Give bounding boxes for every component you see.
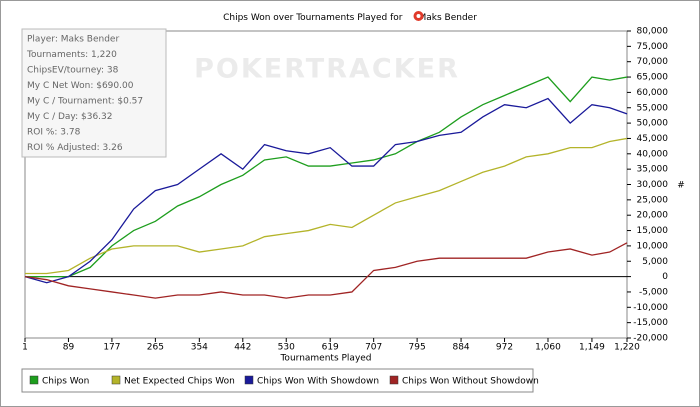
- legend-swatch: [244, 375, 254, 385]
- y-tick-label: 35,000: [637, 165, 669, 175]
- y-tick-label: 20,000: [637, 211, 669, 221]
- player-icon-center: [416, 14, 421, 18]
- legend-swatch: [111, 375, 121, 385]
- x-tick-label: 1,149: [579, 343, 605, 353]
- legend-label: Net Expected Chips Won: [124, 377, 235, 387]
- y-tick-label: 70,000: [637, 57, 669, 67]
- info-line: ROI % Adjusted: 3.26: [27, 143, 123, 153]
- y-tick-label: 65,000: [637, 73, 669, 83]
- x-tick-label: 89: [63, 343, 75, 353]
- y-tick-label: 55,000: [637, 103, 669, 113]
- legend-swatch: [29, 375, 39, 385]
- info-line: ROI %: 3.78: [27, 128, 81, 138]
- x-tick-label: 795: [409, 343, 426, 353]
- y-tick-label: 25,000: [637, 195, 669, 205]
- y-tick-label: 80,000: [637, 27, 669, 37]
- series-line: [25, 76, 628, 278]
- y-tick-label: 75,000: [637, 42, 669, 52]
- legend-box: [21, 368, 534, 393]
- series-line: [24, 97, 628, 284]
- legend-swatch: [389, 375, 399, 385]
- legend-label: Chips Won With Showdown: [257, 377, 379, 387]
- x-tick-label: 707: [365, 343, 382, 353]
- y-tick-label: -15,000: [633, 318, 668, 328]
- info-box: Player: Maks Bender Tournaments: 1,220 Chi…: [21, 28, 167, 158]
- y-tick-label: 45,000: [637, 134, 669, 144]
- y-tick-label: -10,000: [633, 303, 668, 313]
- y-tick-label: 50,000: [637, 119, 669, 129]
- legend-label: Chips Won: [42, 377, 89, 387]
- x-tick-label: 884: [452, 343, 469, 353]
- y-axis-label: #: [677, 181, 685, 191]
- y-tick-label: -5,000: [639, 287, 668, 297]
- legend-label: Chips Won Without Showdown: [402, 377, 539, 387]
- info-line: My C / Day: $36.32: [27, 112, 113, 122]
- y-tick-label: 0: [662, 272, 668, 282]
- chart-title: Chips Won over Tournaments Played for: [223, 13, 403, 23]
- x-tick-label: 442: [234, 343, 251, 353]
- x-tick-label: 1,220: [614, 343, 640, 353]
- info-box-bg: [21, 28, 167, 158]
- chart-title-group: Chips Won over Tournaments Played for Mak…: [223, 13, 477, 23]
- x-tick-label: 530: [278, 343, 295, 353]
- y-tick-label: -20,000: [633, 334, 668, 344]
- info-line: My C / Tournament: $0.57: [27, 97, 143, 107]
- watermark: POKERTRACKER: [194, 54, 460, 85]
- info-line: Tournaments: 1,220: [26, 50, 117, 60]
- info-line: Player: Maks Bender: [27, 35, 119, 45]
- chart-subject: Maks Bender: [419, 13, 478, 23]
- y-tick-label: 40,000: [637, 149, 669, 159]
- info-line: ChipsEV/tourney: 38: [27, 66, 119, 76]
- y-tick-label: 5,000: [642, 257, 668, 267]
- x-tick-label: 1: [22, 343, 28, 353]
- series-line: [24, 242, 628, 299]
- x-tick-label: 1,060: [535, 343, 561, 353]
- series-line: [25, 137, 628, 275]
- y-tick-label: 30,000: [637, 180, 669, 190]
- x-tick-label: 619: [322, 343, 339, 353]
- x-axis-label: Tournaments Played: [279, 354, 371, 364]
- x-tick-label: 354: [191, 343, 208, 353]
- y-tick-label: 10,000: [637, 241, 669, 251]
- x-tick-label: 265: [147, 343, 164, 353]
- x-tick-label: 972: [496, 343, 513, 353]
- x-tick-label: 177: [103, 343, 120, 353]
- info-line: My C Net Won: $690.00: [27, 81, 134, 91]
- y-tick-label: 60,000: [637, 88, 669, 98]
- y-tick-label: 15,000: [637, 226, 669, 236]
